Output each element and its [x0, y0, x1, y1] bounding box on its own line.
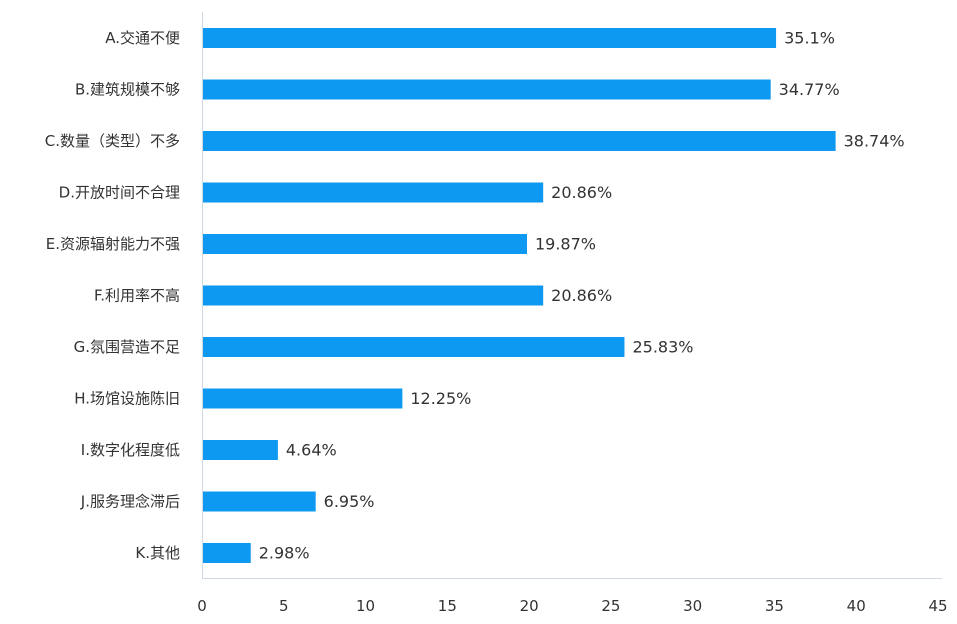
value-label: 35.1%	[784, 29, 835, 48]
x-tick-label: 10	[356, 597, 375, 615]
x-tick-label: 25	[601, 597, 620, 615]
value-label: 38.74%	[844, 132, 905, 151]
value-label: 20.86%	[551, 183, 612, 202]
value-label: 4.64%	[286, 441, 337, 460]
bar	[202, 491, 316, 512]
category-label: A.交通不便	[105, 29, 180, 47]
x-tick-label: 35	[765, 597, 784, 615]
x-tick-label: 30	[683, 597, 702, 615]
x-tick-label: 15	[438, 597, 457, 615]
bar	[202, 79, 771, 100]
x-tick-label: 20	[520, 597, 539, 615]
category-label: I.数字化程度低	[81, 441, 180, 459]
value-label: 12.25%	[410, 389, 471, 408]
bar	[202, 285, 544, 306]
bar	[202, 543, 251, 563]
value-label: 20.86%	[551, 286, 612, 305]
category-label: K.其他	[135, 544, 180, 562]
bar	[202, 337, 625, 357]
value-label: 19.87%	[535, 235, 596, 254]
category-label: C.数量（类型）不多	[45, 132, 180, 150]
category-labels: A.交通不便 B.建筑规模不够 C.数量（类型）不多 D.开放时间不合理 E.资源辐射能…	[45, 29, 180, 562]
category-label: J.服务理念滞后	[80, 493, 180, 511]
bar	[202, 388, 403, 409]
bars-group	[202, 28, 836, 563]
x-tick-label: 45	[928, 597, 947, 615]
value-label: 2.98%	[259, 544, 310, 563]
value-labels: 35.1% 34.77% 38.74% 20.86% 19.87% 20.86% 25.83…	[259, 29, 905, 563]
value-label: 34.77%	[779, 80, 840, 99]
x-tick-label: 5	[279, 597, 289, 615]
value-label: 25.83%	[632, 338, 693, 357]
category-label: H.场馆设施陈旧	[74, 390, 180, 408]
category-label: G.氛围营造不足	[74, 338, 180, 356]
value-label: 6.95%	[324, 492, 375, 511]
bar	[202, 28, 777, 48]
category-label: B.建筑规模不够	[75, 81, 180, 99]
bar	[202, 131, 836, 151]
x-tick-labels: 0 5 10 15 20 25 30 35 40 45	[197, 597, 947, 615]
x-tick-label: 0	[197, 597, 207, 615]
bar	[202, 440, 278, 460]
category-label: F.利用率不高	[94, 287, 180, 305]
category-label: E.资源辐射能力不强	[46, 235, 180, 253]
category-label: D.开放时间不合理	[59, 184, 180, 202]
bar	[202, 182, 544, 203]
x-tick-label: 40	[847, 597, 866, 615]
bar	[202, 234, 527, 254]
